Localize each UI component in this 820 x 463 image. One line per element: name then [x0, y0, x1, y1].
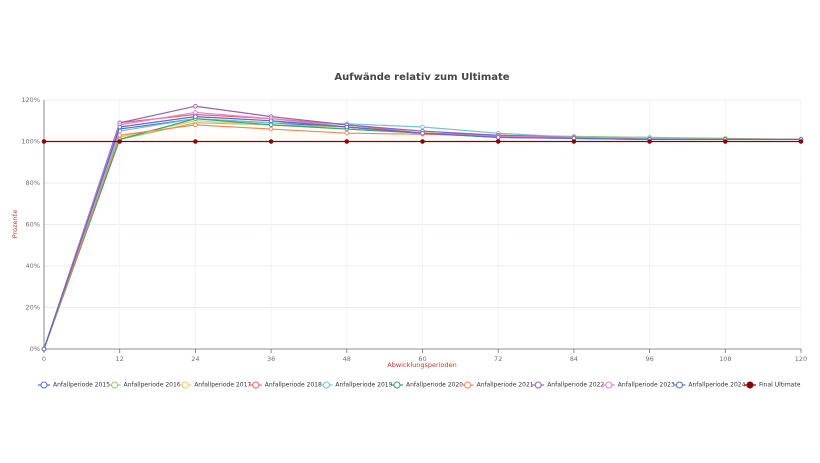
point [344, 124, 350, 130]
y-axis-label: Prozente [11, 210, 19, 238]
point [420, 139, 425, 144]
x-tick-label: 12 [116, 355, 124, 363]
legend-label: Anfallperiode 2020 [406, 382, 463, 389]
point [268, 122, 274, 128]
point [193, 103, 198, 109]
point [117, 133, 122, 138]
point [723, 139, 728, 144]
legend-marker [322, 381, 330, 389]
point [420, 130, 425, 136]
legend-label: Anfallperiode 2024 [688, 382, 745, 389]
point [193, 110, 198, 115]
legend-marker [675, 381, 683, 389]
point [117, 139, 122, 144]
legend-marker [534, 381, 542, 389]
legend-label: Anfallperiode 2023 [618, 382, 675, 389]
y-tick-label: 0% [30, 345, 40, 353]
point [420, 124, 425, 130]
point [798, 139, 804, 144]
y-tick-label: 40% [26, 262, 40, 270]
point [571, 139, 577, 144]
y-tick-label: 100% [21, 138, 40, 146]
point [344, 139, 350, 144]
x-tick-label: 60 [418, 355, 426, 363]
x-tick-label: 84 [570, 355, 578, 363]
legend-label: Anfallperiode 2015 [53, 382, 110, 389]
point [647, 139, 652, 144]
legend-marker [464, 381, 472, 389]
point [495, 135, 501, 140]
legend-marker [746, 381, 754, 389]
point [344, 130, 350, 136]
x-tick-label: 72 [494, 355, 502, 363]
legend-label: Anfallperiode 2022 [547, 382, 604, 389]
legend-label: Anfallperiode 2018 [265, 382, 322, 389]
point [41, 139, 47, 144]
point [193, 122, 198, 128]
x-tick-label: 96 [645, 355, 653, 363]
point [495, 139, 501, 144]
point [193, 139, 198, 144]
legend-label: Anfallperiode 2019 [335, 382, 392, 389]
legend-label: Anfallperiode 2016 [124, 382, 181, 389]
legend-marker [252, 381, 260, 389]
x-tick-label: 0 [42, 355, 46, 363]
legend-marker [111, 381, 119, 389]
legend-label: Anfallperiode 2021 [477, 382, 534, 389]
legend-marker [393, 381, 401, 389]
legend-marker [605, 381, 613, 389]
x-tick-label: 24 [191, 355, 199, 363]
y-tick-label: 60% [26, 221, 40, 229]
chart-title: Aufwände relativ zum Ultimate [334, 72, 509, 83]
point [268, 139, 274, 144]
x-tick-label: 48 [343, 355, 351, 363]
point [117, 124, 122, 130]
x-axis-label: Abwicklungsperioden [387, 361, 456, 369]
y-tick-label: 20% [26, 304, 40, 312]
point [268, 126, 274, 132]
y-tick-label: 80% [26, 179, 40, 187]
x-tick-label: 120 [795, 355, 807, 363]
legend-marker [181, 381, 189, 389]
point [41, 346, 47, 352]
legend-label: Final Ultimate [759, 382, 801, 389]
point [268, 118, 274, 123]
point [193, 114, 198, 119]
legend-marker [40, 381, 48, 389]
y-tick-label: 120% [21, 96, 40, 104]
x-tick-label: 108 [719, 355, 731, 363]
x-tick-label: 36 [267, 355, 275, 363]
legend-label: Anfallperiode 2017 [194, 382, 251, 389]
